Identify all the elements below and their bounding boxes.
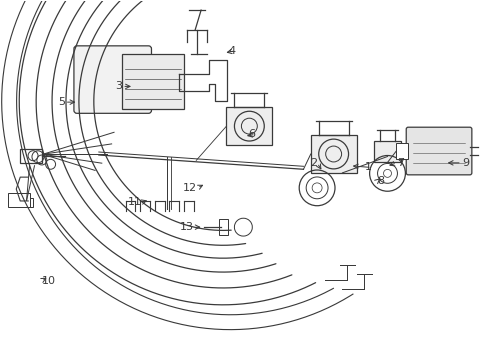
FancyBboxPatch shape [74,46,151,113]
Text: 7: 7 [397,158,404,168]
Bar [373,141,401,162]
Bar [219,219,228,235]
Bar [8,193,30,207]
Text: 9: 9 [462,158,469,168]
FancyBboxPatch shape [406,127,472,175]
Bar [396,143,408,159]
Text: 4: 4 [228,46,235,56]
Bar [122,54,184,109]
Text: 10: 10 [41,276,55,286]
Bar [21,198,32,207]
Text: 8: 8 [377,176,385,186]
Text: 11: 11 [128,197,142,207]
Text: 5: 5 [58,97,65,107]
Text: 13: 13 [180,222,194,232]
Text: 2: 2 [310,158,317,168]
Bar [20,149,42,163]
Text: 12: 12 [183,183,197,193]
Bar [311,135,357,173]
Bar [226,107,272,145]
Text: 6: 6 [249,129,256,139]
Text: 3: 3 [115,81,122,91]
Text: 1: 1 [365,162,372,172]
